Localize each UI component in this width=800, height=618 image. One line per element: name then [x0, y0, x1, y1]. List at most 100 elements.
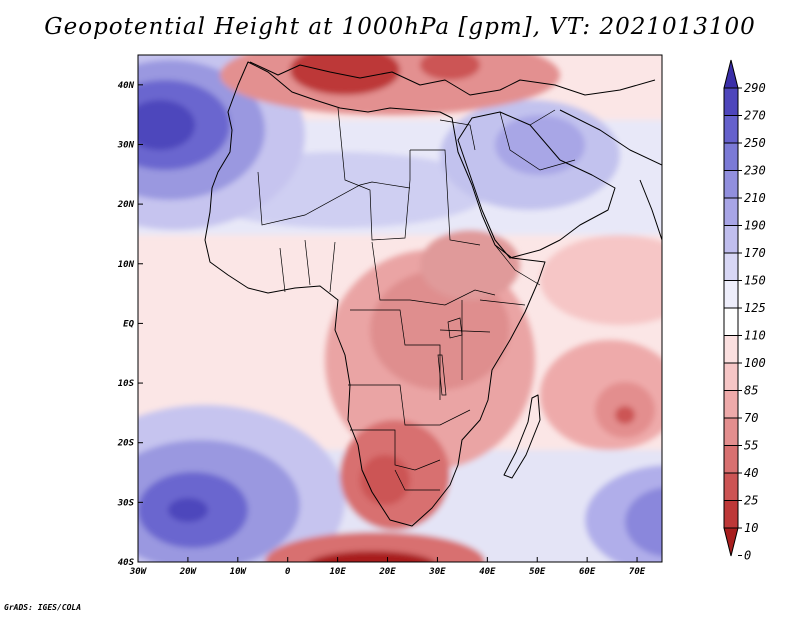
coastline-madagascar: [503, 394, 541, 479]
coastline-arabia: [457, 111, 616, 259]
colorbar-label: 230: [744, 164, 766, 178]
lat-label: 10S: [118, 379, 135, 389]
colorbar-label: 100: [744, 356, 766, 370]
lon-label: 40E: [479, 567, 496, 577]
colorbar-segment: [723, 225, 739, 254]
fill-med-3: [420, 55, 480, 80]
coastline-india: [639, 179, 662, 241]
colorbar-segment: [723, 472, 739, 501]
colorbar-top-arrow: [723, 59, 739, 89]
lake-victoria: [447, 317, 463, 339]
colorbar-label: 125: [744, 301, 766, 315]
colorbar-label: 40: [744, 466, 758, 480]
colorbar-segment: [723, 252, 739, 281]
colorbar-bottom-arrow: [723, 527, 739, 557]
colorbar-segment: [723, 390, 739, 419]
lon-label: 20W: [179, 567, 198, 577]
map-plot-area: [137, 54, 663, 563]
lon-label: 0: [285, 567, 291, 577]
lat-label: 10N: [118, 260, 135, 270]
colorbar-segment: [723, 142, 739, 171]
country-borders: [257, 107, 576, 491]
border-1: [257, 171, 411, 226]
colorbar-label: 250: [744, 136, 766, 150]
lat-label: 40N: [118, 81, 135, 91]
colorbar-segment: [723, 335, 739, 364]
lat-label: 30S: [117, 498, 135, 508]
colorbar-label: 55: [744, 439, 758, 453]
lat-label: EQ: [123, 319, 134, 329]
colorbar-label: 70: [744, 411, 758, 425]
border-7: [439, 300, 491, 380]
coastline-africa: [204, 61, 546, 527]
lat-label: 20S: [117, 439, 135, 449]
border-5: [371, 241, 496, 306]
coastline-iran: [559, 109, 662, 166]
map-title: Geopotential Height at 1000hPa [gpm], VT…: [44, 14, 756, 40]
height-field: [138, 55, 662, 562]
colorbar-segment: [723, 362, 739, 391]
colorbar-label: 150: [744, 274, 766, 288]
fill-ind-low-3: [615, 406, 635, 424]
colorbar-segment: [723, 115, 739, 144]
colorbar-label: 110: [744, 329, 766, 343]
fill-arabia-inner: [495, 115, 585, 175]
colorbar-segment: [723, 417, 739, 446]
fill-arabian-sea: [540, 235, 662, 325]
lon-label: 10E: [329, 567, 346, 577]
border-4: [279, 239, 336, 293]
colorbar-label: 190: [744, 219, 766, 233]
colorbar-segment: [723, 87, 739, 116]
colorbar-segment: [723, 197, 739, 226]
lon-label: 70E: [629, 567, 646, 577]
colorbar: 2902702502302101901701501251101008570554…: [723, 59, 766, 563]
border-6: [350, 309, 441, 400]
fill-ind-high-2: [625, 487, 662, 557]
lon-label: 60E: [579, 567, 596, 577]
border-3: [410, 149, 481, 246]
fill-africa-5: [360, 455, 410, 505]
colorbar-segment: [723, 280, 739, 309]
colorbar-segment: [723, 307, 739, 336]
lon-label: 20E: [378, 567, 396, 577]
border-10: [394, 469, 440, 491]
height-contour-fills: [138, 55, 662, 562]
coastlines: [204, 61, 662, 527]
lat-label: 30N: [117, 140, 135, 150]
colorbar-label: 25: [744, 494, 758, 508]
fill-atl-s-4: [168, 498, 208, 522]
colorbar-segment: [723, 500, 739, 529]
border-12: [499, 109, 576, 171]
fill-south-low-2: [309, 551, 435, 562]
border-8: [348, 384, 471, 426]
grads-credit: GrADS: IGES/COLA: [4, 603, 82, 612]
colorbar-label: 290: [744, 81, 766, 95]
colorbar-label: 0: [744, 549, 751, 563]
border-9: [350, 429, 441, 471]
colorbar-segment: [723, 445, 739, 474]
lat-label: 20N: [117, 200, 135, 210]
colorbar-label: 270: [744, 109, 766, 123]
border-11: [479, 244, 541, 306]
lon-label: 30W: [129, 567, 148, 577]
border-13: [439, 119, 476, 151]
lon-label: 10W: [230, 567, 248, 577]
lon-label: 50E: [529, 567, 546, 577]
plot-frame: [137, 54, 663, 563]
colorbar-label: 85: [744, 384, 758, 398]
colorbar-segment: [723, 170, 739, 199]
lat-label: 40S: [118, 558, 135, 568]
lake-malawi: [437, 354, 447, 396]
colorbar-label: 170: [744, 246, 766, 260]
fill-africa-3: [420, 230, 520, 300]
fill-south-low-1: [265, 532, 485, 562]
colorbar-label: 210: [744, 191, 766, 205]
coastline-europe: [249, 61, 656, 96]
fill-med-2: [290, 55, 400, 95]
border-2: [337, 107, 411, 241]
fill-atl-n-4: [138, 100, 195, 150]
colorbar-label: 10: [744, 521, 758, 535]
lon-label: 30E: [428, 567, 446, 577]
